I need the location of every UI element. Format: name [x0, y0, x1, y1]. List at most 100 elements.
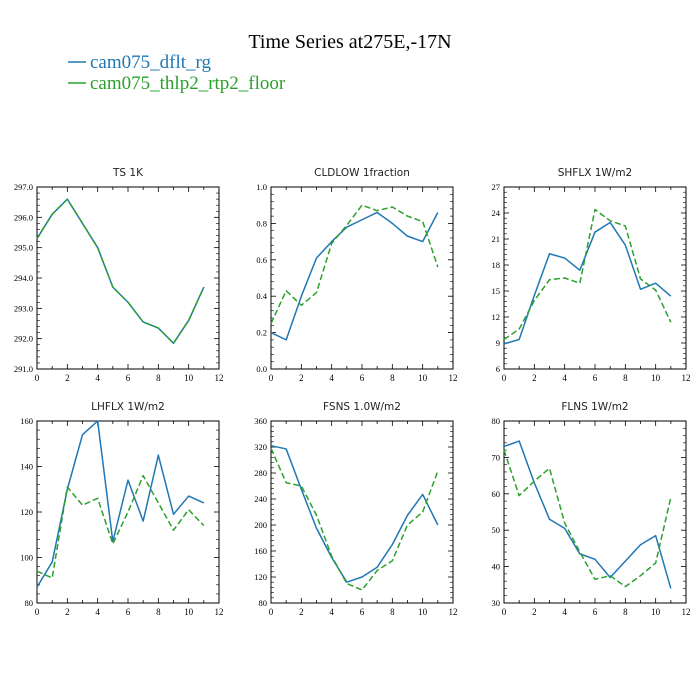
x-tick-label: 0 [269, 607, 274, 617]
x-tick-label: 10 [184, 607, 194, 617]
y-tick-label: 0.4 [256, 291, 267, 301]
y-tick-label: 292.0 [14, 334, 33, 344]
x-tick-label: 6 [360, 607, 365, 617]
x-tick-label: 12 [682, 607, 691, 617]
x-tick-label: 6 [593, 607, 598, 617]
x-tick-label: 10 [418, 607, 428, 617]
x-tick-label: 8 [623, 373, 628, 383]
x-tick-label: 6 [593, 373, 598, 383]
panel-6: FLNS 1W/m2 0 2 4 6 8 10 12 30 40 50 60 70 80 [492, 401, 691, 617]
x-tick-label: 4 [562, 373, 567, 383]
x-tick-label: 10 [651, 373, 661, 383]
x-tick-label: 2 [65, 607, 70, 617]
x-tick-label: 12 [449, 373, 458, 383]
y-tick-label: 40 [492, 562, 501, 572]
x-tick-label: 2 [65, 373, 70, 383]
x-tick-label: 0 [502, 607, 507, 617]
y-tick-label: 100 [20, 553, 33, 563]
y-tick-label: 9 [496, 338, 500, 348]
series-line-1 [36, 198, 205, 344]
y-tick-label: 80 [492, 416, 501, 426]
figure-title: Time Series at275E,-17N [248, 31, 451, 53]
series-line-2 [36, 474, 205, 579]
plot-frame [36, 186, 220, 370]
panel-4: LHFLX 1W/m2 0 2 4 6 8 10 12 80 100 120 140 160 [20, 401, 223, 617]
x-tick-label: 10 [418, 373, 428, 383]
y-tick-label: 200 [254, 520, 267, 530]
series-line-2 [270, 204, 439, 324]
y-tick-label: 120 [20, 507, 33, 517]
y-tick-label: 18 [492, 260, 501, 270]
panel-title: CLDLOW 1fraction [314, 167, 410, 179]
plot-frame [270, 420, 454, 604]
series-line-1 [270, 211, 439, 341]
panel-title: LHFLX 1W/m2 [91, 401, 165, 413]
y-tick-label: 160 [254, 546, 267, 556]
plot-frame [36, 420, 220, 604]
x-tick-label: 0 [502, 373, 507, 383]
y-tick-label: 320 [254, 442, 267, 452]
series-line-2 [503, 449, 672, 588]
x-tick-label: 0 [35, 373, 40, 383]
plot-frame [503, 186, 687, 370]
y-tick-label: 296.0 [14, 212, 33, 222]
x-tick-label: 4 [562, 607, 567, 617]
panel-title: TS 1K [112, 167, 144, 179]
y-tick-label: 0.6 [256, 255, 267, 265]
y-tick-label: 160 [20, 416, 33, 426]
panel-title: SHFLX 1W/m2 [558, 167, 633, 179]
x-tick-label: 10 [184, 373, 194, 383]
y-tick-label: 15 [492, 286, 501, 296]
series-line-2 [270, 447, 439, 591]
panel-2: CLDLOW 1fraction 0 2 4 6 8 10 12 0.0 0.2 0.4 0.6 0.8… [256, 167, 457, 383]
y-tick-label: 12 [492, 312, 501, 322]
plot-frame [503, 420, 687, 604]
x-tick-label: 8 [390, 607, 395, 617]
legend-label-series-2: cam075_thlp2_rtp2_floor [90, 73, 286, 94]
x-tick-label: 4 [329, 373, 334, 383]
y-tick-label: 0.8 [256, 218, 267, 228]
y-tick-label: 120 [254, 572, 267, 582]
panel-title: FSNS 1.0W/m2 [323, 401, 401, 413]
series-line-2 [36, 198, 205, 344]
x-tick-label: 4 [329, 607, 334, 617]
y-tick-label: 295.0 [14, 243, 33, 253]
y-tick-label: 27 [492, 182, 501, 192]
y-tick-label: 293.0 [14, 303, 33, 313]
x-tick-label: 12 [215, 373, 224, 383]
x-tick-label: 6 [126, 373, 131, 383]
x-tick-label: 6 [126, 607, 131, 617]
y-tick-label: 140 [20, 462, 33, 472]
y-tick-label: 30 [492, 598, 501, 608]
x-tick-label: 2 [299, 607, 304, 617]
y-tick-label: 60 [492, 489, 501, 499]
x-tick-label: 6 [360, 373, 365, 383]
x-tick-label: 4 [95, 607, 100, 617]
y-tick-label: 0.0 [256, 364, 267, 374]
series-line-1 [36, 420, 205, 588]
y-tick-label: 280 [254, 468, 267, 478]
x-tick-label: 8 [623, 607, 628, 617]
x-tick-label: 12 [682, 373, 691, 383]
y-tick-label: 80 [259, 598, 268, 608]
x-tick-label: 8 [156, 373, 161, 383]
panels-group: TS 1K0 2 4 6 8 10 12291.0292.0293.0294.0295.02… [14, 167, 691, 617]
y-tick-label: 297.0 [14, 182, 33, 192]
y-tick-label: 50 [492, 525, 501, 535]
x-tick-label: 10 [651, 607, 661, 617]
y-tick-label: 1.0 [256, 182, 267, 192]
y-tick-label: 0.2 [256, 328, 267, 338]
panel-title: FLNS 1W/m2 [561, 401, 628, 413]
panel-1: TS 1K 0 2 4 6 8 10 12 291.0 292.0 293.0 294.0 295.0 2… [14, 167, 224, 383]
x-tick-label: 8 [390, 373, 395, 383]
plot-frame [270, 186, 454, 370]
legend-label-series-1: cam075_dflt_rg [90, 52, 212, 73]
y-tick-label: 240 [254, 494, 267, 504]
x-tick-label: 4 [95, 373, 100, 383]
x-tick-label: 12 [215, 607, 224, 617]
figure-legend: cam075_dflt_rg cam075_thlp2_rtp2_floor [68, 52, 286, 94]
y-tick-label: 24 [492, 208, 501, 218]
series-line-1 [503, 440, 672, 589]
